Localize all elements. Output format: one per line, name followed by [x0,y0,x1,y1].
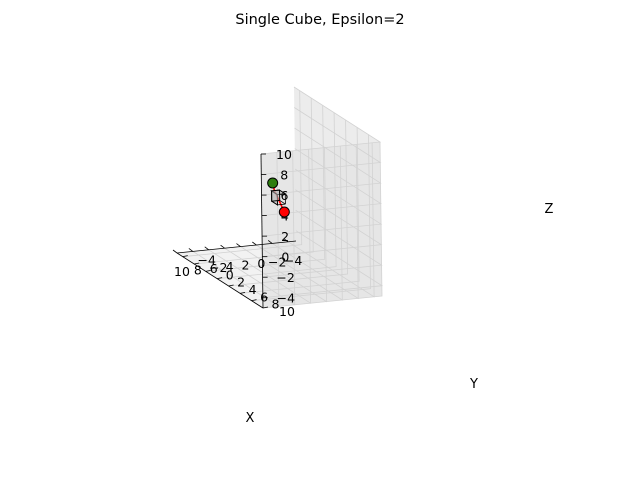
y-axis-label: Y [469,377,478,392]
z-tick-label: 2 [281,229,289,244]
y-tick-label: 10 [279,304,295,319]
chart-title: Single Cube, Epsilon=2 [235,12,404,28]
x-tick [189,248,193,251]
x-tick [252,242,256,245]
z-tick-label: 6 [281,188,289,203]
z-tick-label: −2 [276,270,294,285]
x-tick [205,247,209,250]
tick-labels: −4−4−4−2−2−2000222444666888101010 [173,147,302,319]
x-tick-label: 0 [257,256,265,271]
cube-face [272,190,280,201]
x-tick-label: 10 [174,264,190,279]
z-tick-label: 0 [281,250,289,265]
x-tick-label: 2 [241,258,249,273]
x-axis-label: X [246,411,255,426]
y-tick-label: 2 [237,275,245,290]
start-point [279,207,289,217]
z-tick-label: 8 [280,168,288,183]
z-tick-label: 10 [276,147,292,162]
x-tick-label: 4 [226,259,234,274]
x-tick [236,244,240,247]
z-axis-label: Z [545,202,554,217]
y-tick-label: 4 [249,282,257,297]
x-tick [173,250,177,253]
x-tick-label: 6 [210,261,218,276]
x-tick [221,245,225,248]
x-tick-label: 8 [194,262,202,277]
end-point [268,178,278,188]
y-tick-label: 6 [260,289,268,304]
